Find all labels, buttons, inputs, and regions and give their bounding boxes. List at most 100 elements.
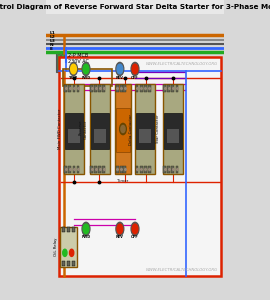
Circle shape <box>82 62 90 76</box>
Text: FWD: FWD <box>82 76 90 80</box>
Text: WWW.ELECTRICALTECHNOLOGY.ORG: WWW.ELECTRICALTECHNOLOGY.ORG <box>146 61 218 65</box>
Bar <box>73 85 75 92</box>
Bar <box>57 54 60 70</box>
Bar <box>136 166 139 172</box>
Circle shape <box>131 62 139 76</box>
Bar <box>94 129 106 142</box>
Bar <box>176 166 178 172</box>
Bar <box>167 166 170 172</box>
Text: WWW.ELECTRICALTECHNOLOGY.ORG: WWW.ELECTRICALTECHNOLOGY.ORG <box>146 268 218 272</box>
Bar <box>171 85 174 92</box>
Text: N: N <box>49 43 53 47</box>
Bar <box>67 261 70 266</box>
Text: 2-P MCB
230V AC: 2-P MCB 230V AC <box>68 53 89 64</box>
Bar <box>98 85 101 92</box>
Bar <box>116 85 119 92</box>
Bar <box>148 166 151 172</box>
Text: L1: L1 <box>49 31 55 34</box>
Text: OFF: OFF <box>131 76 139 80</box>
Bar <box>61 54 64 70</box>
Text: REV: REV <box>116 236 124 239</box>
Bar <box>65 113 83 149</box>
Text: L3: L3 <box>49 39 55 43</box>
Circle shape <box>120 123 126 135</box>
Bar <box>140 85 143 92</box>
Bar <box>68 166 71 172</box>
Circle shape <box>121 125 125 133</box>
Bar <box>144 85 147 92</box>
Bar <box>72 227 75 232</box>
Bar <box>56 52 66 72</box>
Bar <box>62 227 65 232</box>
Bar <box>98 166 101 172</box>
Circle shape <box>117 64 123 74</box>
Bar <box>72 261 75 266</box>
Bar <box>116 108 130 152</box>
Bar <box>136 85 139 92</box>
Text: Star Contactor: Star Contactor <box>157 115 160 143</box>
Bar <box>115 84 130 174</box>
Bar <box>90 166 93 172</box>
Bar <box>123 166 126 172</box>
Text: FWD: FWD <box>82 236 90 239</box>
Bar <box>167 85 170 92</box>
Bar <box>91 113 109 149</box>
Circle shape <box>82 222 90 236</box>
Text: OFF: OFF <box>131 236 139 239</box>
Text: L2: L2 <box>49 35 55 39</box>
Text: E: E <box>49 47 52 51</box>
Bar <box>46 0 224 14</box>
Bar <box>64 84 84 174</box>
Bar <box>140 166 143 172</box>
Bar <box>164 113 182 149</box>
Text: Reverse
Contactor: Reverse Contactor <box>79 119 87 139</box>
Circle shape <box>71 64 76 74</box>
Circle shape <box>63 249 67 256</box>
Bar <box>73 166 75 172</box>
Bar <box>135 84 156 174</box>
Bar <box>139 129 151 142</box>
Bar <box>116 166 119 172</box>
Bar <box>77 85 79 92</box>
Circle shape <box>132 64 138 74</box>
Text: Delta Contactor: Delta Contactor <box>129 113 133 145</box>
Bar <box>103 85 105 92</box>
Bar <box>90 85 93 92</box>
Text: Timer: Timer <box>117 179 129 183</box>
Bar <box>163 85 166 92</box>
Bar <box>64 166 67 172</box>
Bar <box>123 85 126 92</box>
Circle shape <box>117 224 123 234</box>
Bar <box>171 166 174 172</box>
Bar <box>62 261 65 266</box>
Circle shape <box>70 62 77 76</box>
Text: TRIP: TRIP <box>69 76 78 80</box>
Bar <box>163 166 166 172</box>
Bar <box>148 85 151 92</box>
Bar <box>77 166 79 172</box>
Bar <box>120 166 123 172</box>
Bar <box>68 85 71 92</box>
Bar <box>176 85 178 92</box>
Bar <box>167 129 179 142</box>
Circle shape <box>116 62 124 76</box>
Bar <box>136 113 154 149</box>
Circle shape <box>69 249 74 256</box>
Bar <box>103 166 105 172</box>
Circle shape <box>116 222 124 236</box>
Bar <box>67 227 70 232</box>
Text: Main FWD Contactor: Main FWD Contactor <box>58 109 62 149</box>
Bar <box>163 84 183 174</box>
Bar <box>68 129 80 142</box>
Text: REV: REV <box>116 76 124 80</box>
Text: O/L Relay: O/L Relay <box>54 238 58 256</box>
Bar <box>64 85 67 92</box>
Circle shape <box>131 222 139 236</box>
Bar <box>94 166 97 172</box>
Bar <box>60 226 77 267</box>
Circle shape <box>83 64 89 74</box>
Text: Control Diagram of Reverse Forward Star Delta Starter for 3-Phase Motor: Control Diagram of Reverse Forward Star … <box>0 4 270 10</box>
Bar <box>144 166 147 172</box>
Circle shape <box>83 224 89 234</box>
Bar <box>90 84 110 174</box>
